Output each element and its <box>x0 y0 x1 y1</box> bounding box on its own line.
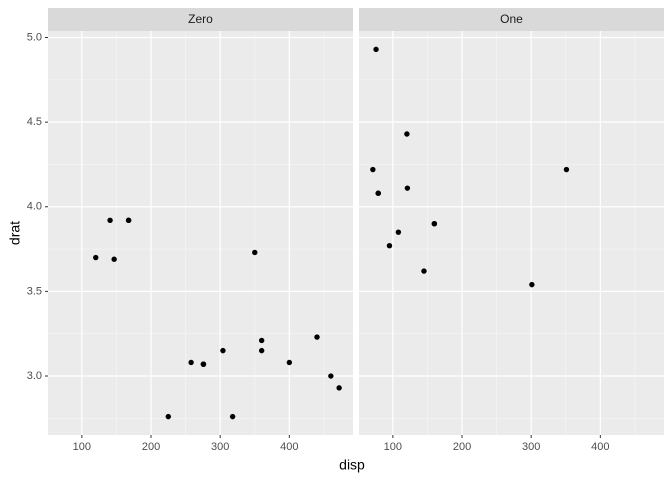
point <box>370 166 376 173</box>
point <box>563 166 570 173</box>
x-tick-label: 400 <box>591 441 609 453</box>
panel <box>48 31 353 435</box>
y-tick-label: 3.0 <box>27 370 42 382</box>
point <box>404 185 411 191</box>
x-tick-label: 100 <box>73 441 91 453</box>
point <box>395 229 402 235</box>
x-tick-label: 300 <box>211 441 229 453</box>
point <box>93 254 99 261</box>
x-tick-label: 400 <box>280 441 298 453</box>
y-tick-label: 3.5 <box>27 285 42 297</box>
point <box>229 413 236 420</box>
point <box>336 385 342 391</box>
y-tick-label: 5.0 <box>27 31 42 43</box>
x-tick-label: 100 <box>384 441 402 453</box>
facet-title: One <box>500 12 523 26</box>
panel <box>359 31 664 435</box>
y-tick-label: 4.0 <box>27 201 42 213</box>
point <box>220 347 226 354</box>
point <box>252 249 258 256</box>
x-tick-label: 200 <box>453 441 471 453</box>
point <box>375 190 382 196</box>
x-tick-label: 200 <box>142 441 160 453</box>
x-axis-title: disp <box>339 457 365 473</box>
point <box>404 131 410 137</box>
point <box>386 242 393 249</box>
point <box>107 217 113 224</box>
point <box>529 281 535 288</box>
y-tick-label: 4.5 <box>27 116 42 128</box>
point <box>421 268 427 274</box>
facet-title: Zero <box>188 12 213 26</box>
point <box>125 217 132 224</box>
strip <box>359 8 664 31</box>
point <box>373 46 379 53</box>
point <box>286 359 293 366</box>
point <box>165 413 172 420</box>
point <box>258 347 265 354</box>
point <box>200 361 207 367</box>
point <box>314 334 320 340</box>
point <box>188 359 194 366</box>
strip <box>48 8 353 31</box>
point <box>258 337 265 344</box>
y-axis-title: drat <box>7 221 23 245</box>
x-tick-label: 300 <box>522 441 540 453</box>
point <box>328 373 334 379</box>
point <box>431 220 438 227</box>
point <box>111 256 117 262</box>
